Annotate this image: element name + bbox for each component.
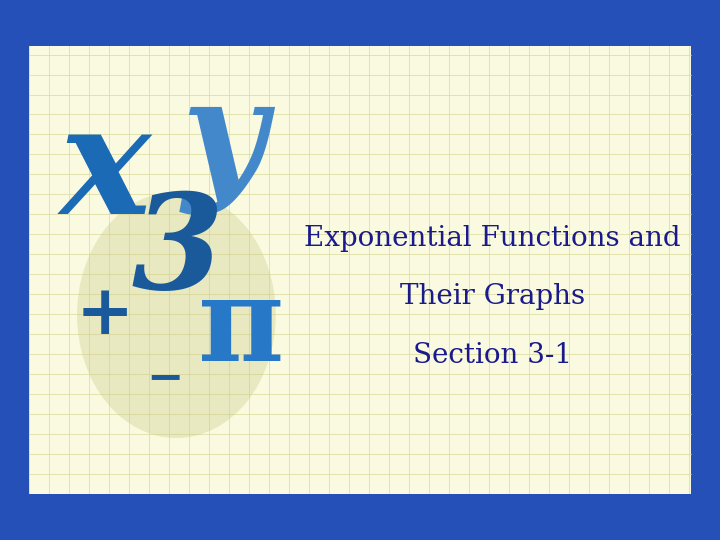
Text: Their Graphs: Their Graphs <box>400 284 585 310</box>
Text: Exponential Functions and: Exponential Functions and <box>304 225 681 252</box>
Text: −: − <box>146 356 183 399</box>
Ellipse shape <box>77 192 276 438</box>
Text: 3: 3 <box>132 187 224 316</box>
Text: π: π <box>197 271 284 386</box>
Text: Section 3-1: Section 3-1 <box>413 342 572 369</box>
FancyBboxPatch shape <box>29 46 691 494</box>
Text: +: + <box>76 281 134 348</box>
Text: y: y <box>182 74 266 215</box>
FancyBboxPatch shape <box>0 0 720 46</box>
Text: x: x <box>60 97 150 246</box>
FancyBboxPatch shape <box>0 494 720 540</box>
